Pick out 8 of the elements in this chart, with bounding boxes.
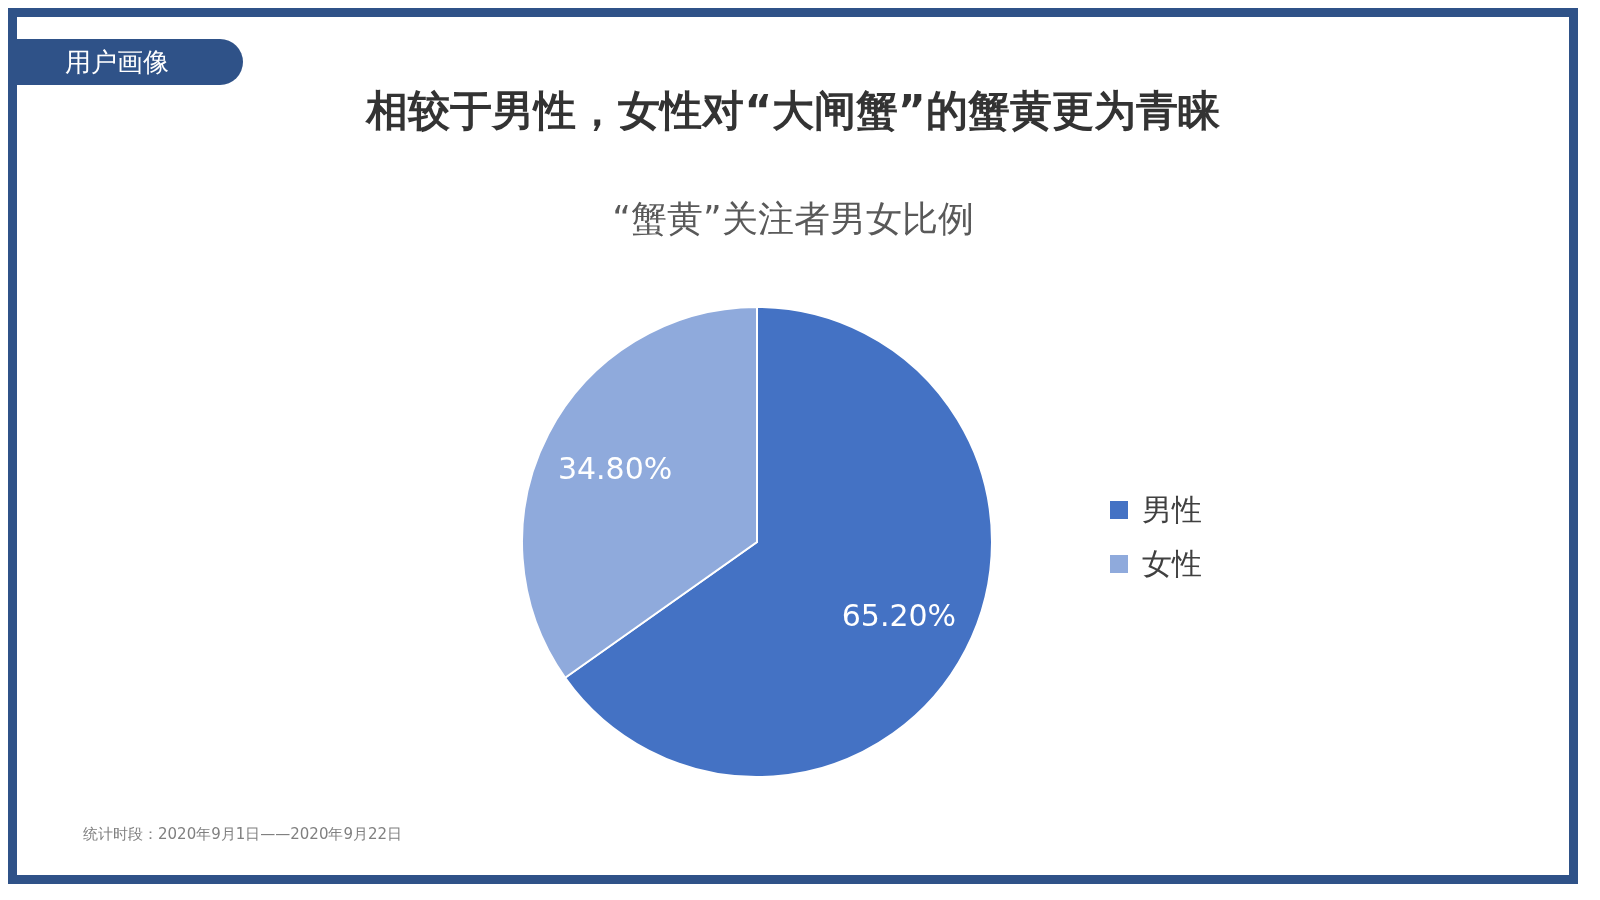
chart-title: 相较于男性，女性对“大闸蟹”的蟹黄更为青睐: [364, 85, 1221, 137]
legend-label: 男性: [1142, 490, 1202, 529]
text: 统计时段：2020年9月1日——2020年9月22日: [83, 825, 403, 844]
legend-label: 女性: [1142, 544, 1202, 583]
data-label: 34.80%: [557, 451, 673, 487]
data-label: 65.20%: [841, 597, 957, 633]
chart-subtitle: “蟹黄”关注者男女比例: [611, 197, 975, 241]
text: 用户画像: [17, 39, 243, 85]
